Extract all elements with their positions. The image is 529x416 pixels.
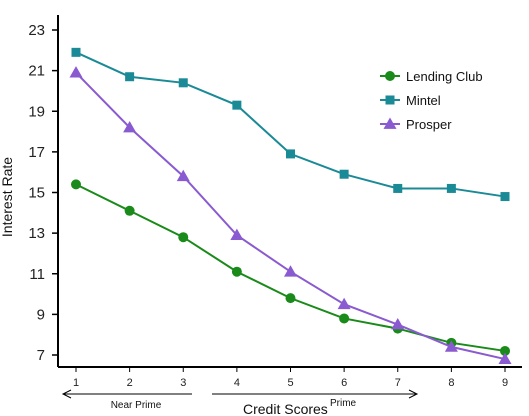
prosper-point	[337, 297, 351, 310]
x-tick-label: 8	[448, 377, 454, 389]
x-tick-label: 1	[73, 377, 79, 389]
lending-club-point	[124, 205, 135, 216]
y-tick-label: 7	[37, 347, 45, 364]
x-tick-label: 2	[127, 377, 133, 389]
mintel-point	[178, 78, 188, 88]
mintel-point	[500, 192, 510, 202]
x-tick-label: 4	[234, 377, 240, 389]
mintel-point	[393, 183, 403, 193]
prosper-point	[284, 265, 297, 277]
x-ticks: 1 2 3 4 5 6 7 8 9	[73, 367, 508, 389]
x-tick-label: 7	[395, 377, 401, 389]
legend-swatch-marker	[383, 117, 397, 129]
prosper-point	[391, 318, 405, 330]
y-tick-label: 17	[28, 144, 45, 161]
lending-club-point	[231, 266, 242, 277]
prime-label: Prime	[330, 398, 357, 409]
series-layer	[69, 47, 512, 364]
y-tick-label: 19	[28, 103, 45, 120]
x-tick-label: 9	[502, 377, 508, 389]
mintel-point	[446, 183, 456, 193]
series-mintel	[71, 47, 510, 202]
lending-club-point	[339, 313, 350, 324]
near-prime-arrowhead	[61, 389, 72, 399]
prosper-point	[123, 121, 137, 133]
x-axis-title: Credit Scores	[243, 401, 328, 416]
legend-label: Prosper	[406, 117, 452, 132]
legend: Lending Club Mintel Prosper	[380, 69, 483, 132]
legend-item-prosper: Prosper	[380, 117, 452, 132]
y-tick-label: 13	[28, 225, 45, 242]
y-tick-label: 11	[29, 266, 45, 283]
prosper-point	[230, 228, 244, 241]
y-tick-label: 21	[28, 63, 45, 80]
prosper-point	[498, 352, 512, 364]
near-prime-label: Near Prime	[111, 400, 162, 411]
legend-item-mintel: Mintel	[380, 93, 441, 108]
lending-club-point	[500, 345, 510, 356]
y-tick-label: 9	[37, 306, 45, 323]
legend-swatch-marker	[385, 95, 395, 105]
legend-label: Mintel	[406, 93, 441, 108]
series-prosper	[69, 66, 512, 364]
prime-arrowhead	[408, 389, 419, 399]
y-tick-label: 15	[28, 185, 45, 202]
prosper-point	[444, 340, 458, 352]
mintel-point	[286, 149, 295, 159]
x-axis-annotations: Near Prime Credit Scores Prime	[61, 389, 419, 416]
prosper-point	[69, 66, 83, 78]
prosper-point	[176, 169, 190, 182]
lending-club-point	[285, 293, 296, 304]
y-tick-label: 23	[28, 22, 45, 39]
lending-club-point	[178, 232, 189, 243]
legend-label: Lending Club	[406, 69, 483, 84]
y-axis-title: Interest Rate	[0, 157, 15, 237]
x-tick-label: 3	[180, 377, 186, 389]
mintel-point	[232, 100, 242, 110]
x-tick-label: 6	[341, 377, 347, 389]
legend-swatch-marker	[385, 71, 395, 81]
mintel-point	[71, 47, 81, 57]
lending-club-point	[71, 179, 81, 190]
x-tick-label: 5	[287, 377, 293, 389]
mintel-point	[339, 169, 349, 179]
mintel-point	[125, 72, 135, 82]
y-ticks: 7 9 11 13 15 17 19 21 23	[28, 22, 58, 364]
legend-item-lending-club: Lending Club	[380, 69, 483, 84]
